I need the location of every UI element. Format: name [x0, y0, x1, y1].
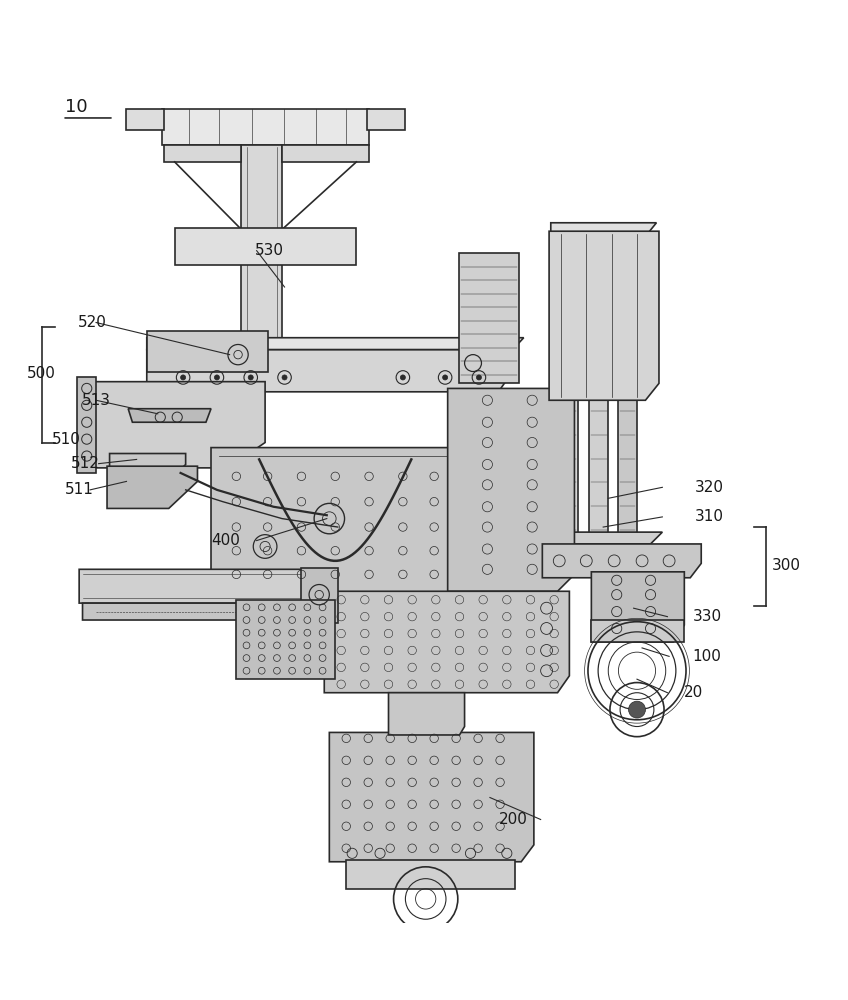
Polygon shape	[346, 860, 516, 889]
Polygon shape	[301, 568, 338, 623]
Text: 513: 513	[81, 393, 111, 408]
Circle shape	[443, 375, 448, 380]
Polygon shape	[551, 223, 656, 236]
Text: 400: 400	[211, 533, 240, 548]
Polygon shape	[82, 603, 326, 620]
Polygon shape	[175, 228, 356, 265]
Polygon shape	[589, 231, 608, 538]
Text: 530: 530	[255, 243, 284, 258]
Text: 510: 510	[52, 432, 81, 447]
Text: 310: 310	[695, 509, 723, 524]
Text: 320: 320	[695, 480, 723, 495]
Text: 512: 512	[70, 456, 99, 471]
Polygon shape	[388, 693, 465, 735]
Polygon shape	[543, 544, 701, 578]
Polygon shape	[591, 620, 684, 642]
Polygon shape	[618, 231, 637, 538]
Circle shape	[400, 375, 405, 380]
Polygon shape	[147, 331, 268, 372]
Polygon shape	[211, 448, 462, 600]
Polygon shape	[147, 338, 524, 350]
Text: 511: 511	[64, 482, 93, 497]
Text: 100: 100	[693, 649, 722, 664]
Circle shape	[248, 375, 254, 380]
Polygon shape	[126, 109, 164, 130]
Polygon shape	[367, 109, 405, 130]
Polygon shape	[79, 382, 265, 468]
Polygon shape	[329, 732, 534, 862]
Polygon shape	[79, 569, 335, 603]
Polygon shape	[544, 532, 662, 544]
Polygon shape	[77, 377, 96, 473]
Circle shape	[282, 375, 287, 380]
Text: 330: 330	[693, 609, 722, 624]
Circle shape	[628, 701, 645, 718]
Polygon shape	[324, 591, 569, 693]
Polygon shape	[559, 231, 577, 538]
Text: 20: 20	[684, 685, 704, 700]
Polygon shape	[591, 572, 684, 642]
Polygon shape	[242, 145, 282, 348]
Polygon shape	[162, 109, 369, 145]
Polygon shape	[164, 145, 242, 162]
Polygon shape	[282, 145, 369, 162]
Polygon shape	[460, 253, 519, 383]
Circle shape	[477, 375, 482, 380]
Polygon shape	[109, 454, 186, 483]
Polygon shape	[107, 466, 198, 508]
Circle shape	[181, 375, 186, 380]
Polygon shape	[237, 600, 335, 679]
Circle shape	[215, 375, 220, 380]
Text: 520: 520	[77, 315, 106, 330]
Polygon shape	[550, 231, 659, 400]
Polygon shape	[147, 350, 513, 392]
Polygon shape	[448, 388, 574, 591]
Text: 10: 10	[64, 98, 87, 116]
Text: 300: 300	[773, 558, 801, 573]
Text: 200: 200	[499, 812, 527, 827]
Polygon shape	[128, 409, 211, 422]
Text: 500: 500	[27, 366, 56, 381]
